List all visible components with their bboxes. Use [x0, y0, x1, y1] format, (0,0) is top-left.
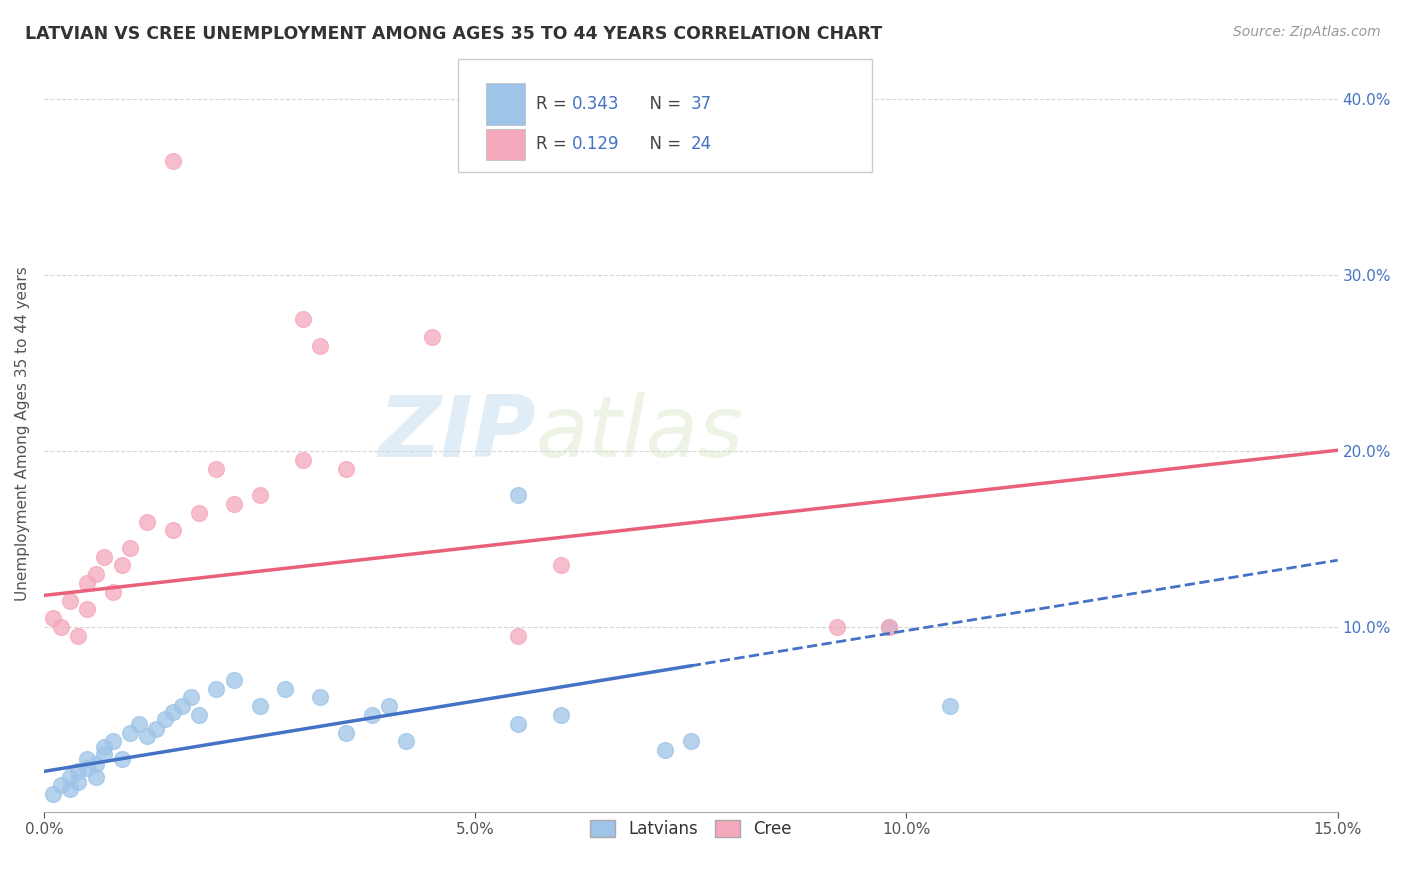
- Point: [136, 729, 159, 743]
- Point: [93, 747, 115, 761]
- Point: [110, 752, 132, 766]
- Point: [222, 673, 245, 687]
- FancyBboxPatch shape: [458, 59, 872, 172]
- Point: [76, 576, 98, 591]
- Point: [41, 611, 63, 625]
- Point: [274, 681, 297, 696]
- Point: [309, 690, 332, 705]
- Point: [827, 620, 849, 634]
- Text: atlas: atlas: [536, 392, 744, 475]
- Point: [162, 153, 184, 168]
- Point: [420, 329, 443, 343]
- Point: [76, 761, 98, 775]
- Point: [654, 743, 676, 757]
- Point: [110, 558, 132, 573]
- Legend: Latvians, Cree: Latvians, Cree: [583, 814, 799, 845]
- Point: [205, 681, 228, 696]
- Point: [84, 567, 107, 582]
- Text: N =: N =: [638, 95, 686, 113]
- Point: [41, 787, 63, 801]
- Point: [188, 506, 211, 520]
- Point: [291, 453, 314, 467]
- Text: 24: 24: [690, 136, 711, 153]
- Point: [550, 708, 572, 723]
- Point: [128, 717, 150, 731]
- Point: [180, 690, 202, 705]
- Point: [162, 705, 184, 719]
- Text: LATVIAN VS CREE UNEMPLOYMENT AMONG AGES 35 TO 44 YEARS CORRELATION CHART: LATVIAN VS CREE UNEMPLOYMENT AMONG AGES …: [25, 25, 883, 43]
- Point: [59, 593, 82, 607]
- Point: [335, 461, 357, 475]
- Point: [309, 338, 332, 352]
- Point: [93, 549, 115, 564]
- Text: N =: N =: [638, 136, 686, 153]
- Point: [877, 620, 900, 634]
- Point: [291, 312, 314, 326]
- Point: [101, 734, 124, 748]
- Point: [59, 770, 82, 784]
- Point: [67, 764, 90, 779]
- Text: R =: R =: [536, 136, 576, 153]
- Text: 0.129: 0.129: [572, 136, 619, 153]
- Point: [49, 779, 72, 793]
- Point: [93, 739, 115, 754]
- Point: [84, 757, 107, 772]
- Point: [205, 461, 228, 475]
- Point: [120, 541, 142, 555]
- Point: [59, 782, 82, 797]
- Point: [249, 488, 271, 502]
- Text: 37: 37: [690, 95, 711, 113]
- Point: [67, 775, 90, 789]
- Point: [49, 620, 72, 634]
- Point: [101, 585, 124, 599]
- Point: [67, 629, 90, 643]
- Point: [153, 712, 176, 726]
- Point: [508, 717, 530, 731]
- Point: [120, 725, 142, 739]
- FancyBboxPatch shape: [486, 129, 526, 160]
- FancyBboxPatch shape: [486, 83, 526, 125]
- Point: [145, 722, 167, 736]
- Point: [938, 699, 960, 714]
- Point: [679, 734, 702, 748]
- Point: [162, 524, 184, 538]
- Point: [76, 752, 98, 766]
- Point: [188, 708, 211, 723]
- Point: [76, 602, 98, 616]
- Point: [550, 558, 572, 573]
- Text: R =: R =: [536, 95, 571, 113]
- Point: [508, 488, 530, 502]
- Text: ZIP: ZIP: [378, 392, 536, 475]
- Point: [170, 699, 193, 714]
- Point: [877, 620, 900, 634]
- Point: [335, 725, 357, 739]
- Point: [222, 497, 245, 511]
- Point: [360, 708, 382, 723]
- Point: [136, 515, 159, 529]
- Point: [395, 734, 418, 748]
- Point: [84, 770, 107, 784]
- Text: 0.343: 0.343: [572, 95, 619, 113]
- Y-axis label: Unemployment Among Ages 35 to 44 years: Unemployment Among Ages 35 to 44 years: [15, 266, 30, 601]
- Point: [508, 629, 530, 643]
- Point: [249, 699, 271, 714]
- Text: Source: ZipAtlas.com: Source: ZipAtlas.com: [1233, 25, 1381, 39]
- Point: [378, 699, 401, 714]
